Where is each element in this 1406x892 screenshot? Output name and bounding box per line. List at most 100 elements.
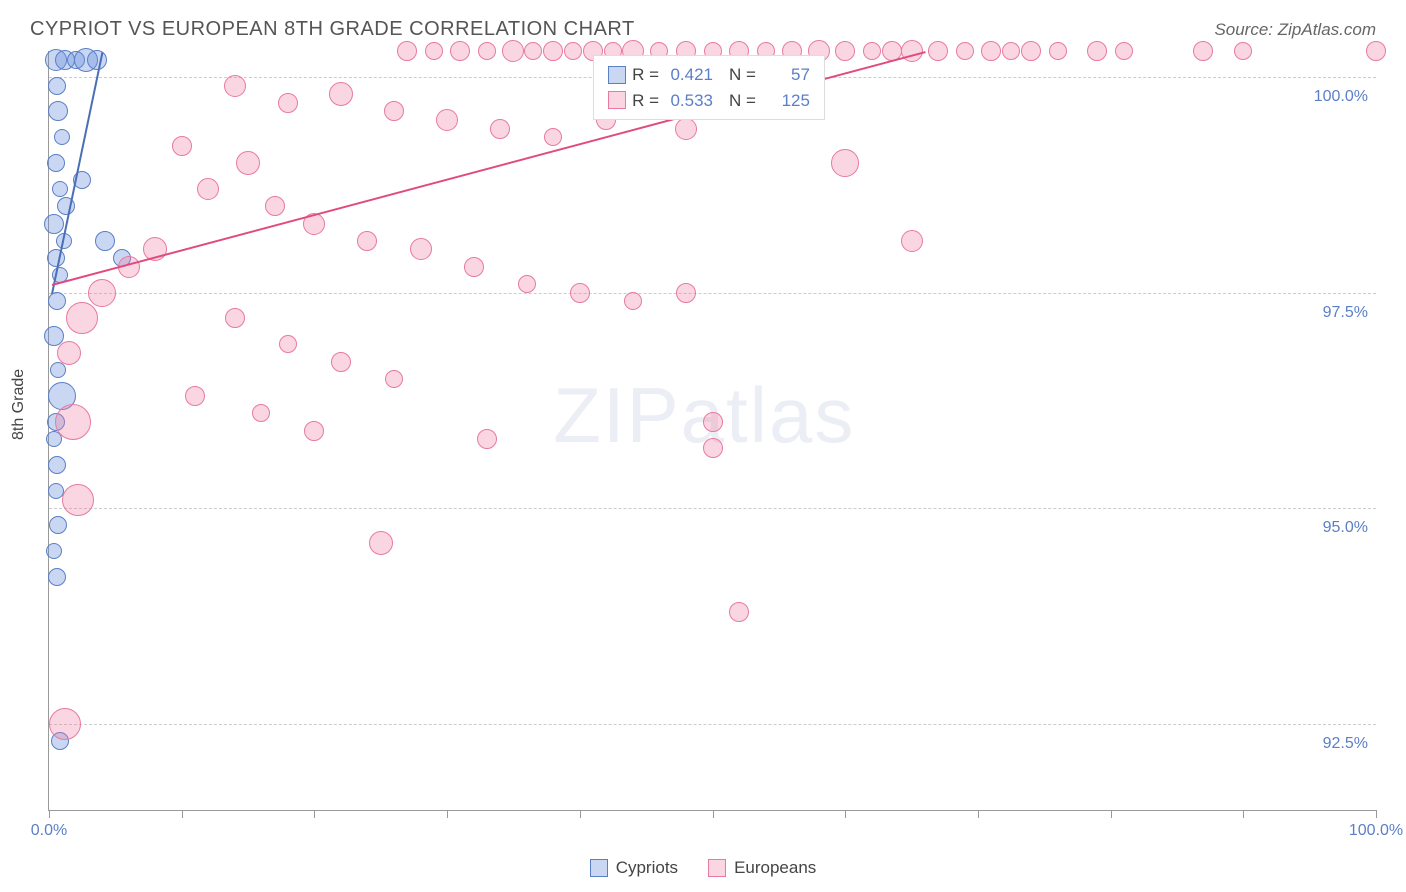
data-point bbox=[425, 42, 443, 60]
correlation-legend: R =0.421N =57R =0.533N =125 bbox=[593, 55, 825, 120]
legend-item-cypriots: Cypriots bbox=[590, 858, 678, 878]
data-point bbox=[570, 283, 590, 303]
data-point bbox=[44, 214, 64, 234]
data-point bbox=[48, 456, 66, 474]
data-point bbox=[397, 41, 417, 61]
scatter-chart: ZIPatlas 92.5%95.0%97.5%100.0%0.0%100.0%… bbox=[48, 51, 1376, 811]
data-point bbox=[48, 483, 64, 499]
data-point bbox=[95, 231, 115, 251]
data-point bbox=[703, 412, 723, 432]
data-point bbox=[464, 257, 484, 277]
data-point bbox=[956, 42, 974, 60]
gridline bbox=[49, 508, 1376, 509]
data-point bbox=[50, 362, 66, 378]
data-point bbox=[49, 516, 67, 534]
data-point bbox=[729, 602, 749, 622]
gridline bbox=[49, 724, 1376, 725]
y-tick-label: 100.0% bbox=[1314, 88, 1368, 106]
data-point bbox=[385, 370, 403, 388]
data-point bbox=[52, 181, 68, 197]
x-tick bbox=[314, 810, 315, 818]
data-point bbox=[524, 42, 542, 60]
data-point bbox=[676, 283, 696, 303]
data-point bbox=[544, 128, 562, 146]
data-point bbox=[66, 302, 98, 334]
data-point bbox=[1193, 41, 1213, 61]
y-tick-label: 95.0% bbox=[1323, 519, 1368, 537]
data-point bbox=[450, 41, 470, 61]
data-point bbox=[224, 75, 246, 97]
data-point bbox=[55, 404, 91, 440]
x-tick bbox=[1243, 810, 1244, 818]
data-point bbox=[54, 129, 70, 145]
data-point bbox=[329, 82, 353, 106]
data-point bbox=[46, 543, 62, 559]
x-tick bbox=[713, 810, 714, 818]
x-tick bbox=[580, 810, 581, 818]
data-point bbox=[831, 149, 859, 177]
data-point bbox=[624, 292, 642, 310]
data-point bbox=[47, 154, 65, 172]
data-point bbox=[490, 119, 510, 139]
data-point bbox=[703, 438, 723, 458]
data-point bbox=[477, 429, 497, 449]
x-tick bbox=[845, 810, 846, 818]
chart-title: CYPRIOT VS EUROPEAN 8TH GRADE CORRELATIO… bbox=[30, 18, 635, 41]
data-point bbox=[279, 335, 297, 353]
x-tick bbox=[978, 810, 979, 818]
y-axis-label: 8th Grade bbox=[10, 369, 28, 440]
data-point bbox=[225, 308, 245, 328]
data-point bbox=[928, 41, 948, 61]
data-point bbox=[863, 42, 881, 60]
data-point bbox=[369, 531, 393, 555]
x-tick bbox=[49, 810, 50, 818]
data-point bbox=[478, 42, 496, 60]
data-point bbox=[304, 421, 324, 441]
x-tick bbox=[1111, 810, 1112, 818]
legend-row: R =0.421N =57 bbox=[608, 62, 810, 88]
data-point bbox=[88, 279, 116, 307]
bottom-legend: Cypriots Europeans bbox=[0, 858, 1406, 878]
data-point bbox=[62, 484, 94, 516]
data-point bbox=[265, 196, 285, 216]
data-point bbox=[384, 101, 404, 121]
data-point bbox=[172, 136, 192, 156]
data-point bbox=[981, 41, 1001, 61]
gridline bbox=[49, 293, 1376, 294]
data-point bbox=[1002, 42, 1020, 60]
x-tick bbox=[182, 810, 183, 818]
y-tick-label: 97.5% bbox=[1323, 304, 1368, 322]
data-point bbox=[278, 93, 298, 113]
x-tick-label: 0.0% bbox=[31, 822, 67, 840]
data-point bbox=[236, 151, 260, 175]
data-point bbox=[57, 341, 81, 365]
data-point bbox=[543, 41, 563, 61]
data-point bbox=[49, 708, 81, 740]
data-point bbox=[502, 40, 524, 62]
data-point bbox=[252, 404, 270, 422]
data-point bbox=[185, 386, 205, 406]
data-point bbox=[1087, 41, 1107, 61]
legend-item-europeans: Europeans bbox=[708, 858, 816, 878]
data-point bbox=[436, 109, 458, 131]
data-point bbox=[357, 231, 377, 251]
data-point bbox=[87, 50, 107, 70]
data-point bbox=[564, 42, 582, 60]
y-tick-label: 92.5% bbox=[1323, 735, 1368, 753]
data-point bbox=[518, 275, 536, 293]
x-tick-label: 100.0% bbox=[1349, 822, 1403, 840]
x-tick bbox=[1376, 810, 1377, 818]
data-point bbox=[675, 118, 697, 140]
data-point bbox=[1234, 42, 1252, 60]
data-point bbox=[197, 178, 219, 200]
data-point bbox=[410, 238, 432, 260]
x-tick bbox=[447, 810, 448, 818]
data-point bbox=[1366, 41, 1386, 61]
data-point bbox=[835, 41, 855, 61]
data-point bbox=[48, 292, 66, 310]
data-point bbox=[47, 249, 65, 267]
data-point bbox=[48, 568, 66, 586]
data-point bbox=[48, 77, 66, 95]
data-point bbox=[1049, 42, 1067, 60]
legend-row: R =0.533N =125 bbox=[608, 88, 810, 114]
